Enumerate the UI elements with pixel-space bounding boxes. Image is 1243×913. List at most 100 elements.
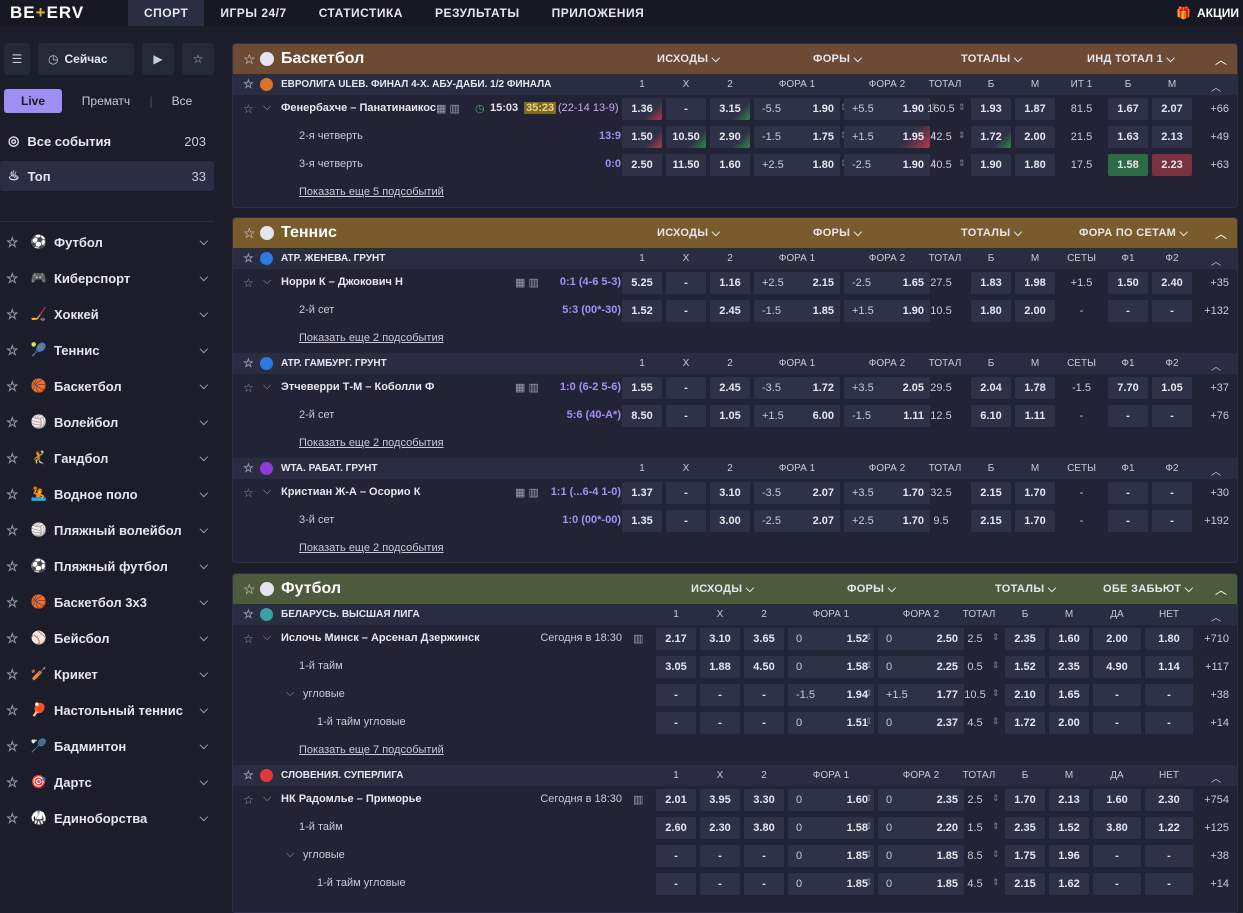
more-markets-link[interactable]: +192	[1204, 515, 1229, 527]
sidebar-item-sport[interactable]: ☆ ⚽ Пляжный футбол ⌵	[0, 548, 214, 584]
odds-cell[interactable]: -	[666, 300, 706, 322]
star-icon[interactable]: ☆	[6, 341, 19, 358]
event-teams[interactable]: Норри К – Джокович Н	[281, 276, 403, 288]
sidebar-item-sport[interactable]: ☆ 🏒 Хоккей ⌵	[0, 296, 214, 332]
section-header-football[interactable]: ☆ Футбол ИСХОДЫ ⌵ ФОРЫ ⌵ ТОТАЛЫ ⌵ ОБЕ ЗА…	[233, 574, 1237, 604]
more-markets-link[interactable]: +117	[1205, 661, 1229, 673]
sub-event-row[interactable]: 3-я четверть0:02.5011.501.60+2.51.80⇕-2.…	[233, 151, 1237, 179]
star-icon[interactable]: ☆	[243, 251, 254, 265]
adjust-icon[interactable]: ⇕	[840, 130, 848, 141]
sidebar-item-sport[interactable]: ☆ ⚽ Футбол ⌵	[0, 224, 214, 260]
handicap-odds-cell[interactable]: -2.5 1.90	[844, 154, 930, 176]
handicap-odds-cell[interactable]: 0 2.50	[878, 628, 964, 650]
odds-cell[interactable]: 1.98	[1015, 272, 1055, 294]
odds-cell[interactable]: 1.60	[710, 154, 750, 176]
star-icon[interactable]: ☆	[6, 737, 19, 754]
chevron-up-icon[interactable]: ︿	[1214, 52, 1227, 67]
odds-cell[interactable]: -	[1152, 300, 1192, 322]
odds-cell[interactable]: 7.70	[1108, 377, 1148, 399]
odds-cell[interactable]: 5.25	[622, 272, 662, 294]
odds-cell[interactable]: 2.35	[1049, 656, 1089, 678]
sub-event-row[interactable]: ⌵ угловые - - - -1.5 1.94 ⇕ +1.5 1.77 10.5 ⇕ 2.10 1.6…	[233, 681, 1237, 709]
sidebar-item-sport[interactable]: ☆ 🏀 Баскетбол 3х3 ⌵	[0, 584, 214, 620]
odds-cell[interactable]: 3.15	[710, 98, 750, 120]
more-markets-link[interactable]: +30	[1210, 487, 1229, 499]
star-icon[interactable]: ☆	[6, 773, 19, 790]
sidebar-item-sport[interactable]: ☆ 🥋 Единоборства ⌵	[0, 800, 214, 836]
adjust-icon[interactable]: ⇕	[840, 102, 848, 113]
promo-link[interactable]: 🎁 АКЦИИ	[1176, 0, 1239, 26]
odds-cell[interactable]: 1.55	[622, 377, 662, 399]
event-row[interactable]: ☆ ⌵ Ислочь Минск – Арсенал Дзержинск Сегодн…	[233, 625, 1237, 653]
section-header-basketball[interactable]: ☆ Баскетбол ИСХОДЫ ⌵ ФОРЫ ⌵ ТОТАЛЫ ⌵ ИНД…	[233, 44, 1237, 74]
adjust-icon[interactable]: ⇕	[865, 793, 873, 803]
adjust-icon[interactable]: ⇕	[992, 688, 1000, 698]
odds-cell[interactable]: -	[1145, 684, 1193, 706]
star-icon[interactable]: ☆	[6, 665, 19, 682]
sub-event-row[interactable]: ⌵ угловые - - -0 1.85 ⇕ 0 1.85 8.5 ⇕ 1.75 1.96- - +38	[233, 842, 1237, 870]
star-icon[interactable]: ☆	[243, 607, 254, 621]
odds-cell[interactable]: 1.96	[1049, 845, 1089, 867]
odds-cell[interactable]: 1.50	[1108, 272, 1148, 294]
odds-cell[interactable]: 1.62	[1049, 873, 1089, 895]
odds-cell[interactable]: 1.05	[710, 405, 750, 427]
sub-event-row[interactable]: 1-й тайм 3.05 1.88 4.50 0 1.58 ⇕ 0 2.25 0.5 ⇕ 1.52 2…	[233, 653, 1237, 681]
odds-cell[interactable]: 2.04	[971, 377, 1011, 399]
event-row[interactable]: ☆ ⌵ Фенербахче – Панатинаикос ▦ ▥ ◷ 15:03 35:2…	[233, 95, 1237, 123]
market-totals[interactable]: ТОТАЛЫ ⌵	[961, 226, 1023, 239]
odds-cell[interactable]: 1.70	[1015, 482, 1055, 504]
odds-cell[interactable]: 3.05	[656, 656, 696, 678]
adjust-icon[interactable]: ⇕	[865, 849, 873, 859]
event-row[interactable]: ☆ ⌵ НК Радомлье – Приморье Сегодня в 18:30 ▥…	[233, 786, 1237, 814]
odds-cell[interactable]: 3.10	[700, 628, 740, 650]
handicap-odds-cell[interactable]: -1.5 1.94	[788, 684, 874, 706]
adjust-icon[interactable]: ⇕	[958, 130, 966, 140]
odds-cell[interactable]: 2.10	[1005, 684, 1045, 706]
handicap-odds-cell[interactable]: 0 1.58	[788, 656, 874, 678]
sub-group-name[interactable]: угловые	[303, 849, 345, 861]
handicap-odds-cell[interactable]: +3.5 1.70	[844, 482, 930, 504]
handicap-odds-cell[interactable]: +1.5 1.95	[844, 126, 930, 148]
market-both-score[interactable]: ОБЕ ЗАБЬЮТ ⌵	[1103, 582, 1194, 595]
star-icon[interactable]: ☆	[6, 233, 19, 250]
odds-cell[interactable]: -	[1093, 684, 1141, 706]
chevron-up-icon[interactable]: ︿	[1211, 613, 1221, 624]
odds-cell[interactable]: -	[1093, 873, 1141, 895]
odds-cell[interactable]: 1.67	[1108, 98, 1148, 120]
stats-icons[interactable]: ▦ ▥	[515, 277, 539, 289]
odds-cell[interactable]: 2.15	[971, 482, 1011, 504]
handicap-odds-cell[interactable]: +5.5 1.90	[844, 98, 930, 120]
star-icon[interactable]: ☆	[6, 449, 19, 466]
odds-cell[interactable]: -	[700, 845, 740, 867]
chevron-up-icon[interactable]: ︿	[1214, 582, 1227, 597]
odds-cell[interactable]: 2.00	[1093, 628, 1141, 650]
filter-button[interactable]: ☰	[4, 43, 30, 75]
handicap-odds-cell[interactable]: +2.5 1.80	[754, 154, 840, 176]
adjust-icon[interactable]: ⇕	[930, 158, 938, 168]
market-totals[interactable]: ТОТАЛЫ ⌵	[995, 582, 1057, 595]
star-icon[interactable]: ☆	[243, 224, 256, 241]
sidebar-item-sport[interactable]: ☆ 🏀 Баскетбол ⌵	[0, 368, 214, 404]
odds-cell[interactable]: 1.83	[971, 272, 1011, 294]
chevron-down-icon[interactable]: ⌵	[263, 485, 272, 497]
chevron-down-icon[interactable]: ⌵	[263, 380, 272, 392]
odds-cell[interactable]: 10.50	[666, 126, 706, 148]
odds-cell[interactable]: 1.37	[622, 482, 662, 504]
adjust-icon[interactable]: ⇕	[992, 849, 1000, 859]
sidebar-item-sport[interactable]: ☆ 🎮 Киберспорт ⌵	[0, 260, 214, 296]
odds-cell[interactable]: -	[744, 873, 784, 895]
odds-cell[interactable]: 1.90	[971, 154, 1011, 176]
odds-cell[interactable]: 1.50	[622, 126, 662, 148]
odds-cell[interactable]: 2.35	[1005, 628, 1045, 650]
odds-cell[interactable]: -	[1108, 510, 1148, 532]
star-icon[interactable]: ☆	[6, 557, 19, 574]
sidebar-item-sport[interactable]: ☆ 🏏 Крикет ⌵	[0, 656, 214, 692]
chevron-up-icon[interactable]: ︿	[1211, 774, 1221, 785]
sidebar-item-sport[interactable]: ☆ 🏸 Бадминтон ⌵	[0, 728, 214, 764]
video-button[interactable]: ▶	[142, 43, 174, 75]
handicap-odds-cell[interactable]: -5.5 1.90	[754, 98, 840, 120]
odds-cell[interactable]: 1.52	[622, 300, 662, 322]
sidebar-item-sport[interactable]: ☆ 🎯 Дартс ⌵	[0, 764, 214, 800]
star-icon[interactable]: ☆	[6, 377, 19, 394]
market-handicaps[interactable]: ФОРЫ ⌵	[813, 226, 863, 239]
